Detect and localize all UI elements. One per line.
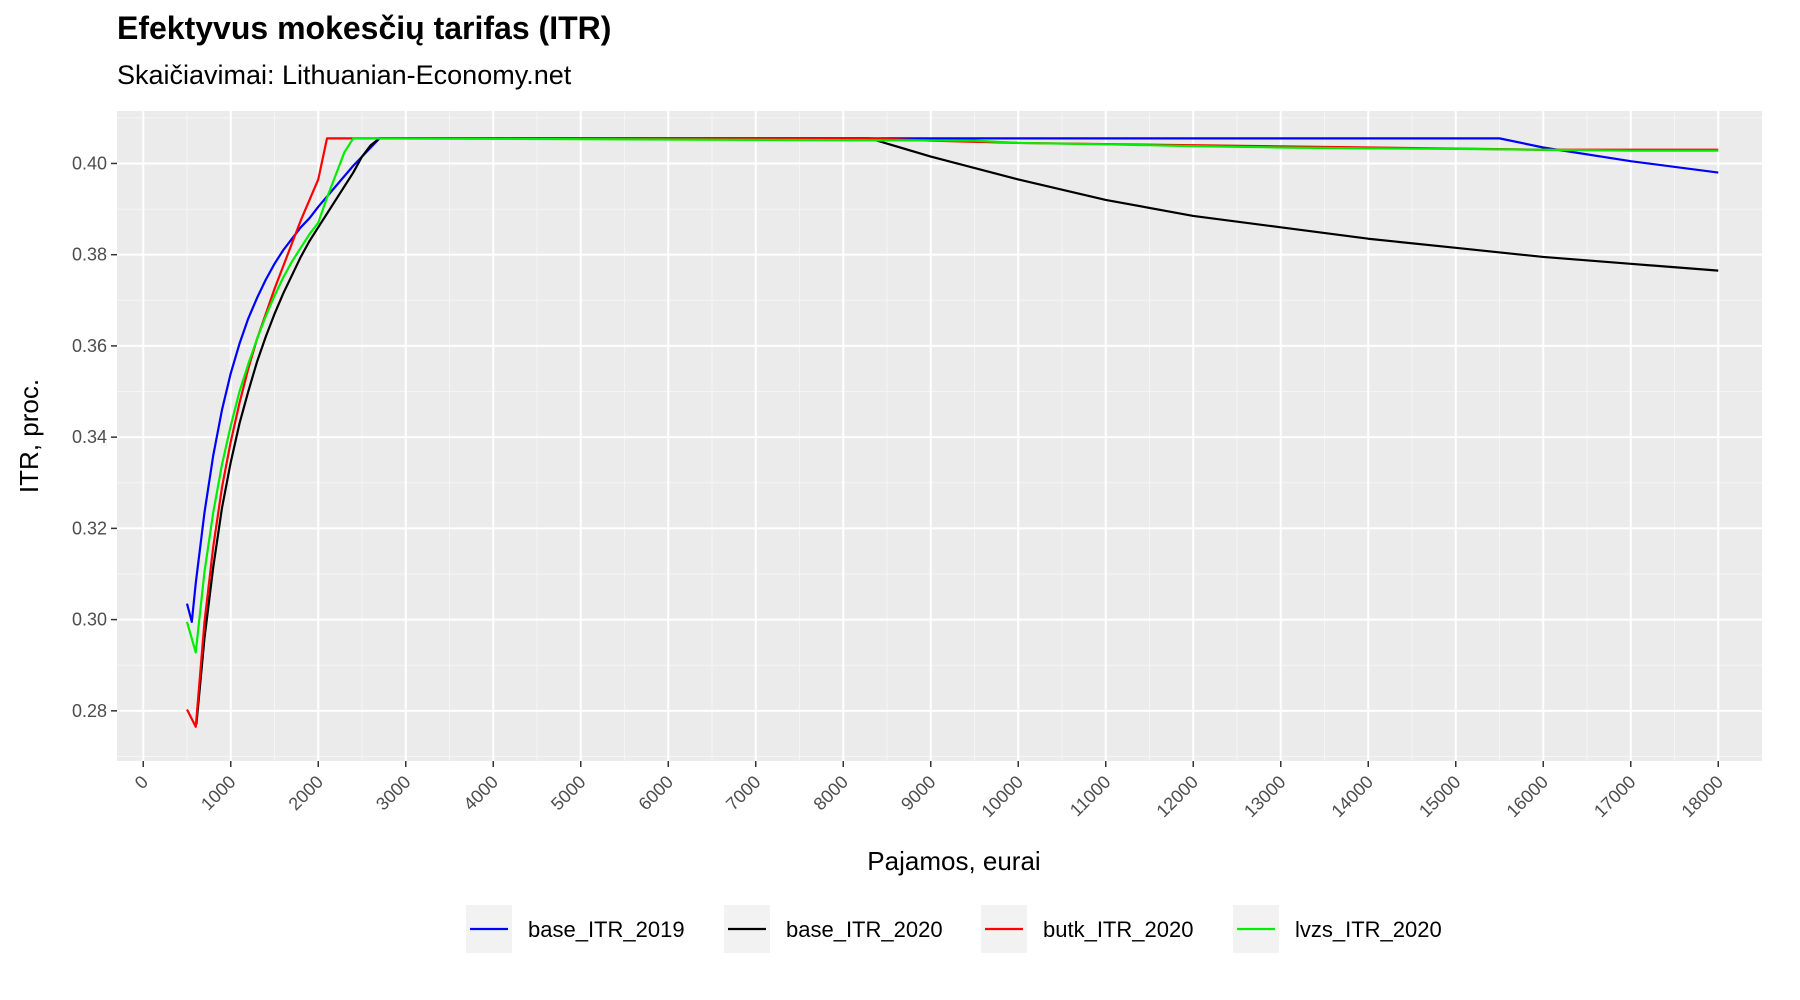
x-tick-label: 4000: [460, 772, 502, 814]
x-axis-title: Pajamos, eurai: [867, 846, 1040, 876]
y-tick-label: 0.34: [72, 427, 107, 447]
x-tick-label: 12000: [1153, 772, 1203, 822]
x-tick-label: 15000: [1415, 772, 1465, 822]
x-tick-label: 17000: [1590, 772, 1640, 822]
x-tick-label: 6000: [635, 772, 677, 814]
chart-subtitle: Skaičiavimai: Lithuanian-Economy.net: [117, 60, 572, 90]
x-tick-label: 18000: [1678, 772, 1728, 822]
y-tick-label: 0.32: [72, 518, 107, 538]
series-line-lvzs_ITR_2020: [185, 137, 1719, 654]
x-tick-label: 5000: [547, 772, 589, 814]
x-axis: 0 1000 2000 3000 4000 5000 6000 7000 8000 9000 100…: [131, 761, 1727, 821]
legend-label-lvzs_ITR_2020: lvzs_ITR_2020: [1295, 917, 1442, 942]
y-tick-label: 0.38: [72, 245, 107, 265]
minor-gridlines: [117, 111, 1762, 761]
legend-label-base_ITR_2019: base_ITR_2019: [528, 917, 685, 942]
series-line-base_ITR_2020: [195, 137, 1719, 725]
x-tick-label: 10000: [978, 772, 1028, 822]
x-tick-label: 2000: [285, 772, 327, 814]
x-tick-label: 0: [131, 772, 152, 793]
x-tick-label: 9000: [897, 772, 939, 814]
x-tick-label: 13000: [1240, 772, 1290, 822]
x-tick-label: 3000: [372, 772, 414, 814]
y-tick-label: 0.40: [72, 153, 107, 173]
series-lines: [185, 137, 1719, 728]
legend-label-butk_ITR_2020: butk_ITR_2020: [1043, 917, 1193, 942]
y-axis-title: ITR, proc.: [14, 379, 44, 493]
plot-panel: [117, 111, 1762, 761]
x-tick-label: 16000: [1503, 772, 1553, 822]
y-axis: 0.28 0.30 0.32 0.34 0.36 0.38 0.40: [72, 153, 117, 721]
x-tick-label: 7000: [722, 772, 764, 814]
y-tick-label: 0.30: [72, 610, 107, 630]
x-tick-label: 8000: [810, 772, 852, 814]
chart-title: Efektyvus mokesčių tarifas (ITR): [117, 10, 612, 46]
y-tick-label: 0.36: [72, 336, 107, 356]
legend: base_ITR_2019 base_ITR_2020 butk_ITR_2020 l…: [466, 905, 1442, 953]
y-tick-label: 0.28: [72, 701, 107, 721]
legend-label-base_ITR_2020: base_ITR_2020: [786, 917, 943, 942]
x-tick-label: 11000: [1066, 772, 1115, 821]
x-tick-label: 14000: [1328, 772, 1378, 822]
x-tick-label: 1000: [197, 772, 239, 814]
major-gridlines: [117, 111, 1762, 761]
